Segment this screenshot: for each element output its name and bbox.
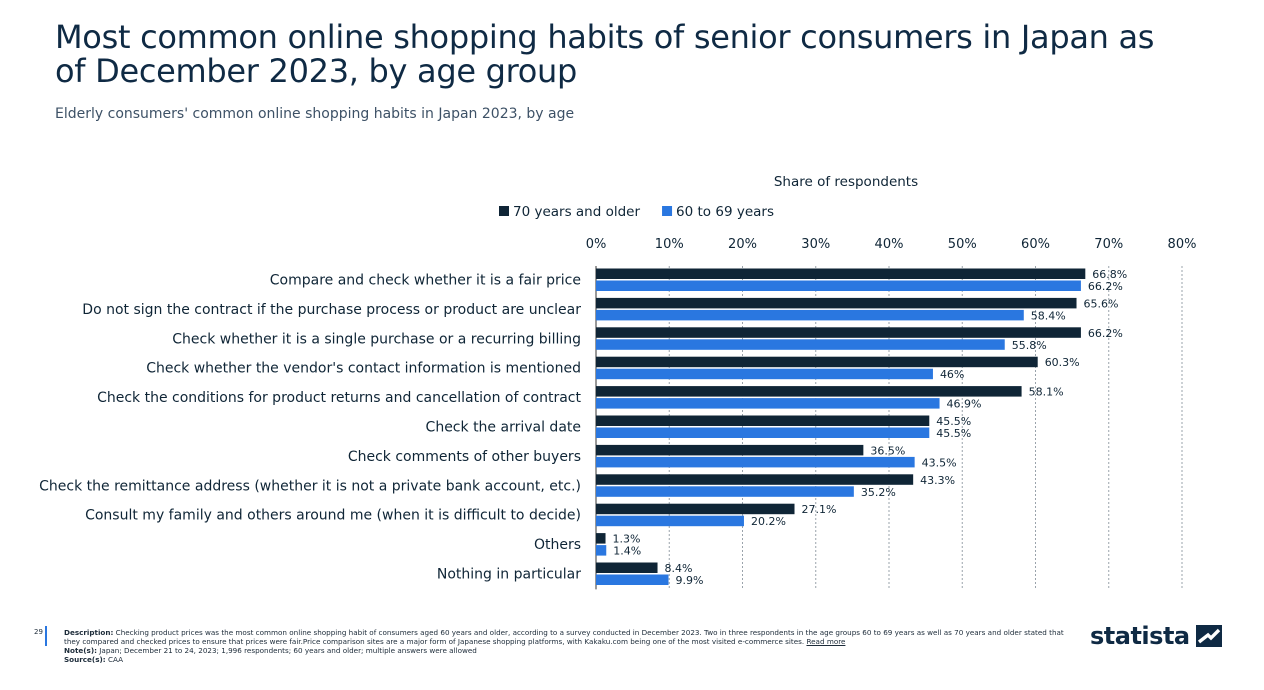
notes-label: Note(s): xyxy=(64,646,97,655)
data-label: 1.4% xyxy=(613,545,641,558)
legend-swatch-2 xyxy=(662,206,673,216)
bar-70-and-older xyxy=(596,474,914,485)
data-label: 20.2% xyxy=(751,515,786,528)
description-line: Description: Checking product prices was… xyxy=(64,628,1064,646)
x-tick-label: 60% xyxy=(1021,237,1050,252)
bar-70-and-older xyxy=(596,356,1038,368)
data-label: 1.3% xyxy=(613,533,641,546)
bar-chart: Share of respondents 70 years and older 60… xyxy=(39,174,1197,590)
data-label: 43.3% xyxy=(920,474,955,487)
x-tick-label: 50% xyxy=(948,237,977,252)
data-label: 35.2% xyxy=(861,486,896,499)
bar-60-to-69 xyxy=(596,339,1005,350)
description-label: Description: xyxy=(64,628,114,637)
data-label: 66.8% xyxy=(1092,268,1127,281)
page-number-divider xyxy=(45,626,47,646)
category-label: Nothing in particular xyxy=(437,567,581,583)
category-label: Check comments of other buyers xyxy=(348,449,581,465)
page-title: Most common online shopping habits of se… xyxy=(55,18,1155,90)
description-text: Checking product prices was the most com… xyxy=(64,628,1064,646)
notes-line: Note(s): Japan; December 21 to 24, 2023;… xyxy=(64,646,1064,655)
category-label: Consult my family and others around me (… xyxy=(85,508,581,524)
data-label: 45.5% xyxy=(936,427,971,440)
legend-label-2: 60 to 69 years xyxy=(676,204,774,220)
bar-70-and-older xyxy=(596,562,658,573)
bar-70-and-older xyxy=(596,386,1022,397)
data-label: 43.5% xyxy=(922,456,957,469)
category-label: Check whether the vendor's contact infor… xyxy=(146,361,581,377)
bar-70-and-older xyxy=(596,327,1081,338)
data-label: 66.2% xyxy=(1088,327,1123,340)
category-label: Check the arrival date xyxy=(426,420,581,436)
data-label: 46.9% xyxy=(947,398,982,411)
bar-60-to-69 xyxy=(596,545,607,556)
bar-60-to-69 xyxy=(596,398,940,409)
category-label: Check the conditions for product returns… xyxy=(97,390,581,406)
source-line: Source(s): CAA xyxy=(64,655,1064,664)
logo-text: statista xyxy=(1090,622,1190,650)
chart-footer: Description: Checking product prices was… xyxy=(64,628,1064,664)
source-label: Source(s): xyxy=(64,655,106,664)
data-label: 58.1% xyxy=(1029,386,1064,399)
bar-60-to-69 xyxy=(596,515,744,527)
bar-60-to-69 xyxy=(596,574,669,585)
read-more-link[interactable]: Read more xyxy=(806,637,846,646)
bar-60-to-69 xyxy=(596,427,930,438)
x-tick-label: 20% xyxy=(728,237,757,252)
bar-70-and-older xyxy=(596,444,864,456)
bar-70-and-older xyxy=(596,503,795,515)
x-tick-label: 40% xyxy=(875,237,904,252)
category-label: Do not sign the contract if the purchase… xyxy=(82,302,581,318)
bar-60-to-69 xyxy=(596,456,915,468)
bar-70-and-older xyxy=(596,415,930,426)
axis-title: Share of respondents xyxy=(774,174,918,190)
source-text: CAA xyxy=(107,655,123,664)
bar-60-to-69 xyxy=(596,280,1081,291)
data-label: 9.9% xyxy=(676,574,704,587)
page-subtitle: Elderly consumers' common online shoppin… xyxy=(55,106,575,122)
bar-60-to-69 xyxy=(596,486,854,497)
data-label: 55.8% xyxy=(1012,339,1047,352)
data-label: 60.3% xyxy=(1045,356,1080,369)
bar-70-and-older xyxy=(596,297,1077,309)
data-label: 36.5% xyxy=(870,444,905,457)
bar-60-to-69 xyxy=(596,368,933,380)
legend-label-1: 70 years and older xyxy=(513,204,640,220)
data-label: 58.4% xyxy=(1031,309,1066,322)
notes-text: Japan; December 21 to 24, 2023; 1,996 re… xyxy=(99,646,477,655)
statista-logo-icon xyxy=(1195,625,1222,647)
data-label: 27.1% xyxy=(802,503,837,516)
bar-60-to-69 xyxy=(596,309,1024,321)
statista-logo[interactable]: statista xyxy=(1090,620,1222,652)
data-label: 8.4% xyxy=(665,562,693,575)
category-label: Check whether it is a single purchase or… xyxy=(172,331,581,347)
data-label: 46% xyxy=(940,368,964,381)
category-label: Check the remittance address (whether it… xyxy=(39,478,581,494)
category-label: Others xyxy=(534,537,581,553)
x-tick-label: 0% xyxy=(586,237,607,252)
bar-70-and-older xyxy=(596,533,606,544)
data-label: 66.2% xyxy=(1088,280,1123,293)
category-label: Compare and check whether it is a fair p… xyxy=(270,273,581,289)
legend-swatch-1 xyxy=(499,206,509,216)
data-label: 65.6% xyxy=(1084,297,1119,310)
x-tick-label: 10% xyxy=(655,237,684,252)
page-number: 29 xyxy=(34,628,43,636)
x-tick-label: 70% xyxy=(1094,237,1123,252)
x-tick-label: 30% xyxy=(801,237,830,252)
data-label: 45.5% xyxy=(936,415,971,428)
bar-70-and-older xyxy=(596,268,1086,279)
x-tick-label: 80% xyxy=(1168,237,1197,252)
